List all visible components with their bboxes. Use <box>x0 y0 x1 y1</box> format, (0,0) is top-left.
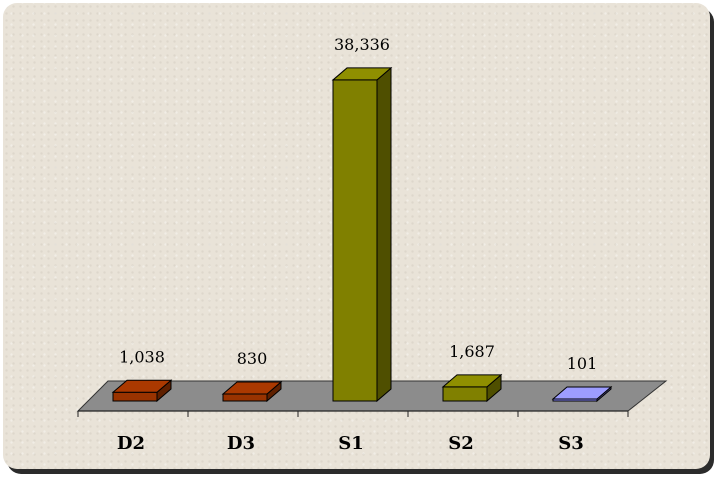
bar-d3 <box>221 380 283 403</box>
category-label-s2: S2 <box>448 433 474 454</box>
data-label-s1: 38,336 <box>334 35 390 54</box>
chart-frame: 1,038 D2 830 D3 38,336 S1 1,687 S2 101 S3 <box>3 3 710 469</box>
category-label-s3: S3 <box>558 433 584 454</box>
bar-s3 <box>551 385 613 403</box>
data-label-d2: 1,038 <box>119 347 165 366</box>
category-label-d3: D3 <box>227 433 255 454</box>
bar-s1 <box>331 66 393 403</box>
data-label-s2: 1,687 <box>449 342 495 361</box>
bar-chart: 1,038 D2 830 D3 38,336 S1 1,687 S2 101 S3 <box>76 35 668 454</box>
data-label-s3: 101 <box>567 354 598 373</box>
bar-s2 <box>441 373 503 403</box>
category-label-s1: S1 <box>338 433 364 454</box>
data-label-d3: 830 <box>237 349 268 368</box>
category-label-d2: D2 <box>117 433 145 454</box>
bar-d2 <box>111 379 173 403</box>
